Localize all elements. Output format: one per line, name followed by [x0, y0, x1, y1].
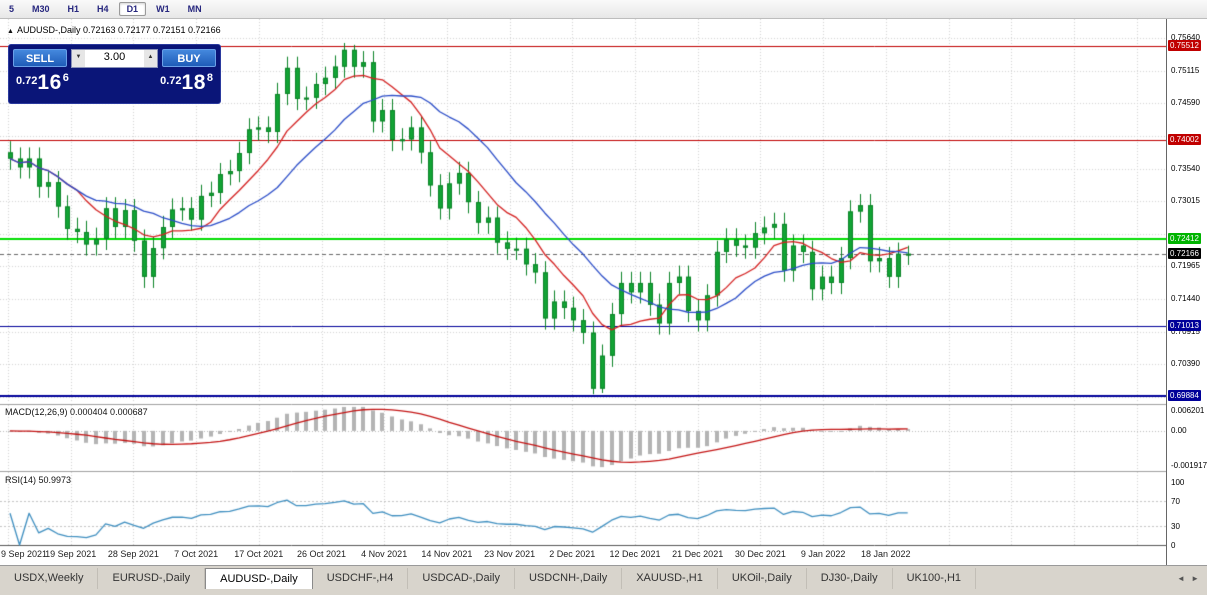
chart-tab-bar: USDX,Weekly EURUSD-,Daily AUDUSD-,Daily USD… [0, 565, 1207, 595]
price-axis-label: 0.74590 [1171, 98, 1200, 108]
sell-price: 0.72 16 6 [16, 70, 69, 93]
date-label: 2 Dec 2021 [549, 549, 596, 559]
chart-tab-usdchf-h4[interactable]: USDCHF-,H4 [313, 568, 409, 589]
volume-control: ▼ 3.00 ▲ [71, 48, 158, 68]
date-label: 26 Oct 2021 [296, 549, 347, 559]
price-axis-label: 0.75640 [1171, 33, 1200, 43]
rsi-label: RSI(14) 50.9973 [5, 475, 72, 485]
date-label: 30 Dec 2021 [734, 549, 786, 559]
date-label: 21 Dec 2021 [672, 549, 724, 559]
price-axis-label: 0.70390 [1171, 359, 1200, 369]
chart-tab-ukoil-daily[interactable]: UKOil-,Daily [718, 568, 807, 589]
macd-label: MACD(12,26,9) 0.000404 0.000687 [5, 407, 148, 417]
date-label: 12 Dec 2021 [609, 549, 661, 559]
current-price-label: 0.72166 [1168, 247, 1201, 259]
sell-price-main: 16 [37, 71, 62, 94]
chart-tab-uk100-h1[interactable]: UK100-,H1 [893, 568, 977, 589]
timeframe-button-mn[interactable]: MN [187, 4, 202, 14]
timeframe-button-d1[interactable]: D1 [118, 2, 147, 16]
price-axis: 0.75640 0.75115 0.74590 0.73540 0.73015 0.719… [1166, 19, 1207, 565]
chart-canvas[interactable] [0, 19, 1166, 565]
buy-button[interactable]: BUY [162, 49, 216, 67]
sell-button[interactable]: SELL [13, 49, 67, 67]
symbol-header: ▲ AUDUSD-,Daily 0.72163 0.72177 0.72151 0… [7, 25, 221, 35]
trade-buttons-row: SELL ▼ 3.00 ▲ BUY [13, 48, 216, 68]
price-level-label: 0.75512 [1168, 39, 1201, 51]
buy-price-main: 18 [181, 71, 206, 94]
date-label: 28 Sep 2021 [107, 549, 159, 559]
macd-axis-zero-label: 0.00 [1171, 425, 1187, 435]
volume-increase-button[interactable]: ▲ [144, 49, 157, 67]
date-label: 9 Sep 2021 [1, 549, 48, 559]
chart-tabs: USDX,Weekly EURUSD-,Daily AUDUSD-,Daily USD… [0, 568, 1207, 589]
price-level-label: 0.72412 [1168, 232, 1201, 244]
chart-tab-usdcad-daily[interactable]: USDCAD-,Daily [408, 568, 515, 589]
sell-price-base: 0.72 [16, 75, 38, 87]
date-label: 17 Oct 2021 [234, 549, 284, 559]
macd-axis-bottom-label: -0.001917 [1171, 461, 1207, 470]
price-axis-label: 0.71965 [1171, 261, 1200, 271]
chart-tab-usdx-weekly[interactable]: USDX,Weekly [0, 568, 99, 589]
timeframe-button-h1[interactable]: H1 [67, 4, 80, 14]
chart-tab-dj30-daily[interactable]: DJ30-,Daily [807, 568, 893, 589]
chart-tab-usdcnh-daily[interactable]: USDCNH-,Daily [515, 568, 623, 589]
one-click-trading-panel: SELL ▼ 3.00 ▲ BUY 0.72 16 6 0.72 18 8 [8, 44, 221, 104]
buy-price-base: 0.72 [160, 75, 182, 87]
price-axis-label: 0.75115 [1171, 65, 1200, 75]
date-label: 19 Sep 2021 [45, 549, 97, 559]
one-click-toggle-icon[interactable]: ▲ [7, 28, 14, 35]
chart-tab-eurusd-daily[interactable]: EURUSD-,Daily [98, 568, 206, 589]
timeframe-button-w1[interactable]: W1 [156, 4, 170, 14]
price-level-label: 0.71013 [1168, 319, 1201, 331]
macd-axis-top-label: 0.006201 [1171, 406, 1205, 415]
date-label: 14 Nov 2021 [421, 549, 473, 559]
price-axis-label: 0.73015 [1171, 196, 1200, 206]
symbol-ohlc-text: AUDUSD-,Daily 0.72163 0.72177 0.72151 0.… [16, 25, 221, 35]
timeframe-toolbar: 5 M30 H1 H4 D1 W1 MN [0, 0, 1207, 19]
rsi-axis-label: 70 [1171, 496, 1180, 506]
chart-tab-xauusd-h1[interactable]: XAUUSD-,H1 [622, 568, 718, 589]
rsi-axis-label: 30 [1171, 521, 1180, 531]
date-label: 23 Nov 2021 [484, 549, 536, 559]
timeframe-button-m30[interactable]: M30 [32, 4, 50, 14]
volume-input[interactable]: 3.00 [103, 50, 126, 63]
timeframe-button-h4[interactable]: H4 [97, 4, 109, 14]
sell-price-pip: 6 [62, 72, 69, 84]
volume-decrease-button[interactable]: ▼ [72, 49, 85, 67]
price-axis-label: 0.70915 [1171, 326, 1200, 336]
date-label: 18 Jan 2022 [861, 549, 911, 559]
date-label: 4 Nov 2021 [361, 549, 408, 559]
tab-scroll-icons[interactable]: ◄ ► [1176, 574, 1201, 583]
price-axis-label: 0.73540 [1171, 163, 1200, 173]
buy-price-pip: 8 [206, 72, 213, 84]
price-level-label: 0.74002 [1168, 133, 1201, 145]
timeframe-button-5[interactable]: 5 [9, 4, 15, 14]
buy-price: 0.72 18 8 [160, 70, 213, 93]
date-axis: 9 Sep 2021 19 Sep 2021 28 Sep 2021 7 Oct 20… [0, 546, 1166, 565]
date-label: 7 Oct 2021 [174, 549, 219, 559]
rsi-axis-label: 0 [1171, 541, 1176, 550]
rsi-axis-label: 100 [1171, 477, 1185, 487]
price-level-label: 0.69884 [1168, 389, 1201, 401]
trade-prices-row: 0.72 16 6 0.72 18 8 [13, 70, 216, 93]
chart-tab-audusd-daily[interactable]: AUDUSD-,Daily [205, 568, 313, 589]
price-axis-label: 0.71440 [1171, 294, 1200, 304]
date-label: 9 Jan 2022 [800, 549, 846, 559]
